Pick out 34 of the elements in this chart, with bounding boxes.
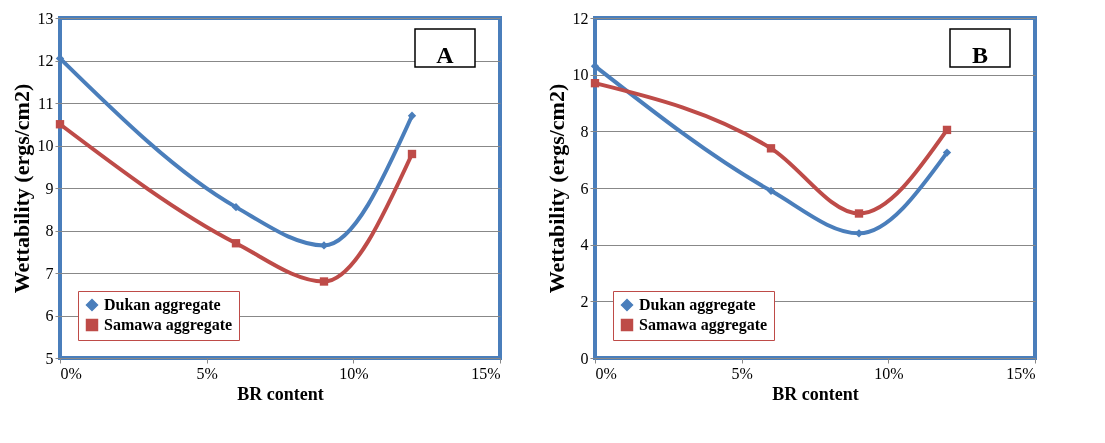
legend-label: Dukan aggregate: [639, 296, 756, 314]
y-tick-label: 8: [45, 222, 54, 239]
y-tick-label: 5: [45, 349, 54, 367]
y-tick-label: 9: [45, 179, 54, 197]
y-tick-label: 6: [580, 179, 589, 197]
y-tick-label: 2: [580, 292, 589, 310]
annotation: A: [436, 42, 455, 68]
y-tick-label: 12: [572, 9, 589, 27]
legend-label: Samawa aggregate: [639, 316, 768, 334]
y-axis-title: Wettability (ergs/cm2): [8, 83, 34, 294]
x-tick-label: 0%: [60, 364, 82, 382]
y-tick-label: 8: [580, 122, 589, 140]
x-tick-label: 10%: [874, 364, 904, 382]
x-tick-label: 15%: [471, 364, 501, 382]
y-tick-label: 4: [580, 236, 589, 254]
y-tick-label: 10: [37, 137, 54, 154]
y-tick-label: 10: [572, 66, 589, 84]
x-axis-title: BR content: [772, 383, 859, 404]
y-tick-label: 6: [45, 307, 54, 324]
x-tick-label: 0%: [595, 364, 617, 382]
x-axis-title: BR content: [237, 383, 324, 404]
x-tick-label: 5%: [196, 364, 218, 382]
y-tick-label: 0: [580, 349, 589, 367]
x-tick-label: 10%: [339, 364, 369, 382]
y-tick-label: 13: [37, 9, 54, 27]
y-tick-label: 7: [45, 264, 54, 282]
y-tick-label: 11: [38, 94, 54, 112]
y-tick-label: 12: [37, 52, 54, 69]
x-tick-label: 15%: [1006, 364, 1036, 382]
legend-label: Dukan aggregate: [104, 296, 221, 314]
x-tick-label: 5%: [731, 364, 753, 382]
legend-label: Samawa aggregate: [104, 316, 233, 334]
y-axis-title: Wettability (ergs/cm2): [543, 83, 569, 294]
annotation: B: [971, 42, 989, 68]
